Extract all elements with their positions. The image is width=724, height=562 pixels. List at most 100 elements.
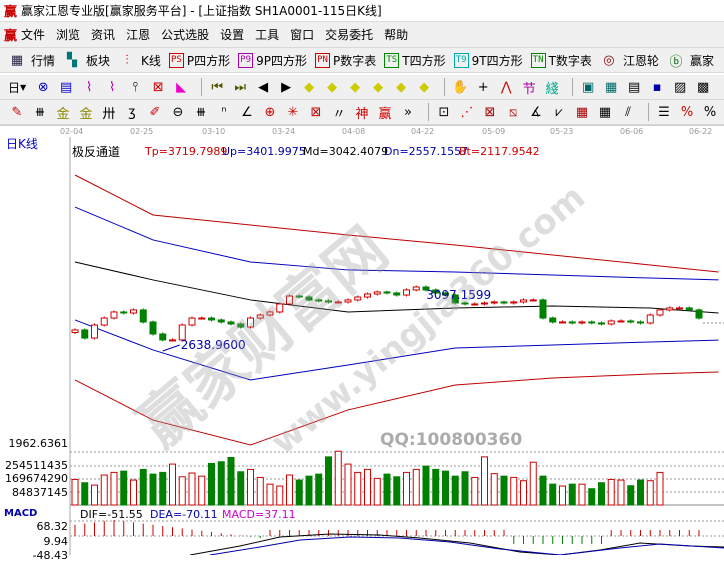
volume-bar — [266, 483, 274, 506]
candle-body — [510, 301, 518, 304]
candle-body — [432, 289, 440, 294]
expand-icon[interactable]: ◆ — [396, 79, 407, 95]
t-square-button[interactable]: TS T四方形 — [384, 52, 446, 69]
note-icon[interactable]: ▤ — [60, 79, 73, 95]
percent-icon[interactable]: % — [703, 104, 717, 120]
9p-square-button[interactable]: P9 9P四方形 — [238, 52, 307, 69]
link-icon[interactable]: ⊗ — [37, 79, 49, 95]
save-icon[interactable]: ▪ — [652, 79, 662, 95]
candle-body — [100, 317, 108, 326]
gold-icon[interactable]: 金 — [56, 106, 70, 122]
kline-button[interactable]: ⫶ K线 — [118, 52, 161, 69]
expand-h-icon[interactable]: ◆ — [350, 79, 361, 95]
star-icon[interactable]: ✳ — [287, 104, 299, 120]
angle-icon[interactable]: ∠ — [241, 104, 253, 120]
band-tp-line — [74, 174, 719, 273]
angle2-icon[interactable]: ∡ — [530, 104, 542, 120]
quotes-button[interactable]: ▦ 行情 — [8, 52, 55, 69]
square-icon[interactable]: ⁿ — [221, 104, 227, 120]
pen-icon[interactable]: ✎ — [11, 104, 23, 120]
winner-button[interactable]: ⓑ 赢家 — [667, 51, 714, 70]
grid-icon[interactable]: ⊠ — [484, 104, 496, 120]
p-square-button[interactable]: PS P四方形 — [168, 52, 230, 69]
chart9-icon[interactable]: ⌇ — [108, 79, 116, 95]
candle-body — [130, 309, 137, 314]
menu-help[interactable]: 帮助 — [384, 28, 409, 42]
p-number-table-button[interactable]: PN P数字表 — [315, 52, 376, 69]
menu-browse[interactable]: 浏览 — [56, 28, 81, 42]
print-icon[interactable]: ▩ — [697, 79, 710, 95]
zoom-right-icon[interactable]: ◆ — [327, 79, 338, 95]
volume-bar — [607, 478, 615, 506]
parallel-icon[interactable]: ⧻ — [34, 104, 46, 120]
menu-file[interactable]: 文件 — [21, 28, 46, 42]
network-icon[interactable]: ▨ — [674, 79, 687, 95]
gold2-icon[interactable]: 金 — [79, 106, 93, 122]
left-icon[interactable]: ◀ — [258, 79, 269, 95]
md-value: Md=3042.4079 — [303, 145, 389, 158]
right-icon[interactable]: ▶ — [281, 79, 292, 95]
menu-formula[interactable]: 公式选股 — [161, 28, 210, 42]
shen-icon[interactable]: 神 — [355, 106, 369, 122]
menu-settings[interactable]: 设置 — [220, 28, 245, 42]
indicator-icon[interactable]: ⊠ — [152, 79, 164, 95]
candle-body — [315, 299, 323, 302]
wave-icon[interactable]: ⩗ — [555, 104, 563, 120]
menu-info[interactable]: 资讯 — [91, 28, 116, 42]
box-icon[interactable]: ⊠ — [310, 104, 322, 120]
sectors-button[interactable]: ▚ 板块 — [63, 52, 110, 69]
gann-wheel-button[interactable]: ◎ 江恩轮 — [600, 52, 659, 69]
last-icon[interactable]: ⏭ — [234, 79, 247, 95]
t-number-table-button[interactable]: TN T数字表 — [530, 52, 592, 69]
more-icon[interactable]: » — [404, 104, 412, 120]
date-label: 06-06 — [620, 127, 644, 136]
lines-icon[interactable]: ⧻ — [195, 104, 207, 120]
menu-gann[interactable]: 江恩 — [126, 28, 151, 42]
calendar-icon[interactable]: ▣ — [582, 79, 595, 95]
section-icon[interactable]: 节 — [522, 81, 536, 97]
percent-box-icon[interactable]: % — [680, 104, 694, 120]
formula-icon[interactable]: 綫 — [545, 81, 559, 97]
shrink-h-icon[interactable]: ◆ — [373, 79, 384, 95]
line-icon[interactable]: ⋀ — [500, 79, 512, 95]
list-icon[interactable]: ☰ — [658, 104, 670, 120]
calculator-icon[interactable]: ▦ — [605, 79, 618, 95]
spiral-icon[interactable]: ʒ — [128, 104, 136, 120]
crosshair-icon[interactable]: + — [477, 79, 489, 95]
flag-icon[interactable]: ◣ — [176, 79, 187, 95]
gann-box-icon[interactable]: ⧅ — [508, 104, 518, 120]
menu-trade[interactable]: 交易委托 — [325, 28, 374, 42]
table-grid2-icon[interactable]: ▦ — [598, 104, 612, 120]
candle-body — [637, 321, 644, 324]
menu-tools[interactable]: 工具 — [255, 28, 280, 42]
zoom-left-icon[interactable]: ◆ — [304, 79, 315, 95]
9t-square-button[interactable]: T9 9T四方形 — [453, 52, 523, 69]
table-grid-icon[interactable]: ▦ — [575, 104, 589, 120]
frame-icon[interactable]: ⊡ — [438, 104, 450, 120]
hatch-icon[interactable]: ⫽ — [625, 104, 631, 120]
candle-body — [549, 317, 557, 323]
candle-type-icon[interactable]: ⫯ — [132, 79, 138, 95]
bt-value: Bt=2117.9542 — [459, 145, 540, 158]
circle-icon[interactable]: ⊖ — [172, 104, 184, 120]
shrink-icon[interactable]: ◆ — [419, 79, 430, 95]
volume-bar — [334, 450, 342, 506]
date-label: 02-04 — [60, 127, 84, 136]
menu-window[interactable]: 窗口 — [290, 28, 315, 42]
pencil-icon[interactable]: ✐ — [149, 104, 161, 120]
volume-bar — [568, 483, 576, 506]
fib-icon[interactable]: 卅 — [102, 106, 116, 122]
menu-logo[interactable]: 赢 — [4, 29, 18, 44]
first-icon[interactable]: ⏮ — [211, 79, 224, 95]
chart3-icon[interactable]: ⌇ — [85, 79, 93, 95]
hand-icon[interactable]: ✋ — [452, 79, 469, 95]
win-icon[interactable]: 赢 — [378, 106, 392, 122]
fan-icon[interactable]: ⋰ — [460, 104, 474, 120]
volume-bar — [247, 468, 254, 506]
target-icon[interactable]: ⊕ — [264, 104, 276, 120]
volume-bar — [588, 488, 596, 506]
period-select[interactable]: 日 ▼ — [8, 80, 27, 95]
slash-icon[interactable]: 〃 — [332, 106, 346, 122]
notes-icon[interactable]: ▤ — [628, 79, 641, 95]
